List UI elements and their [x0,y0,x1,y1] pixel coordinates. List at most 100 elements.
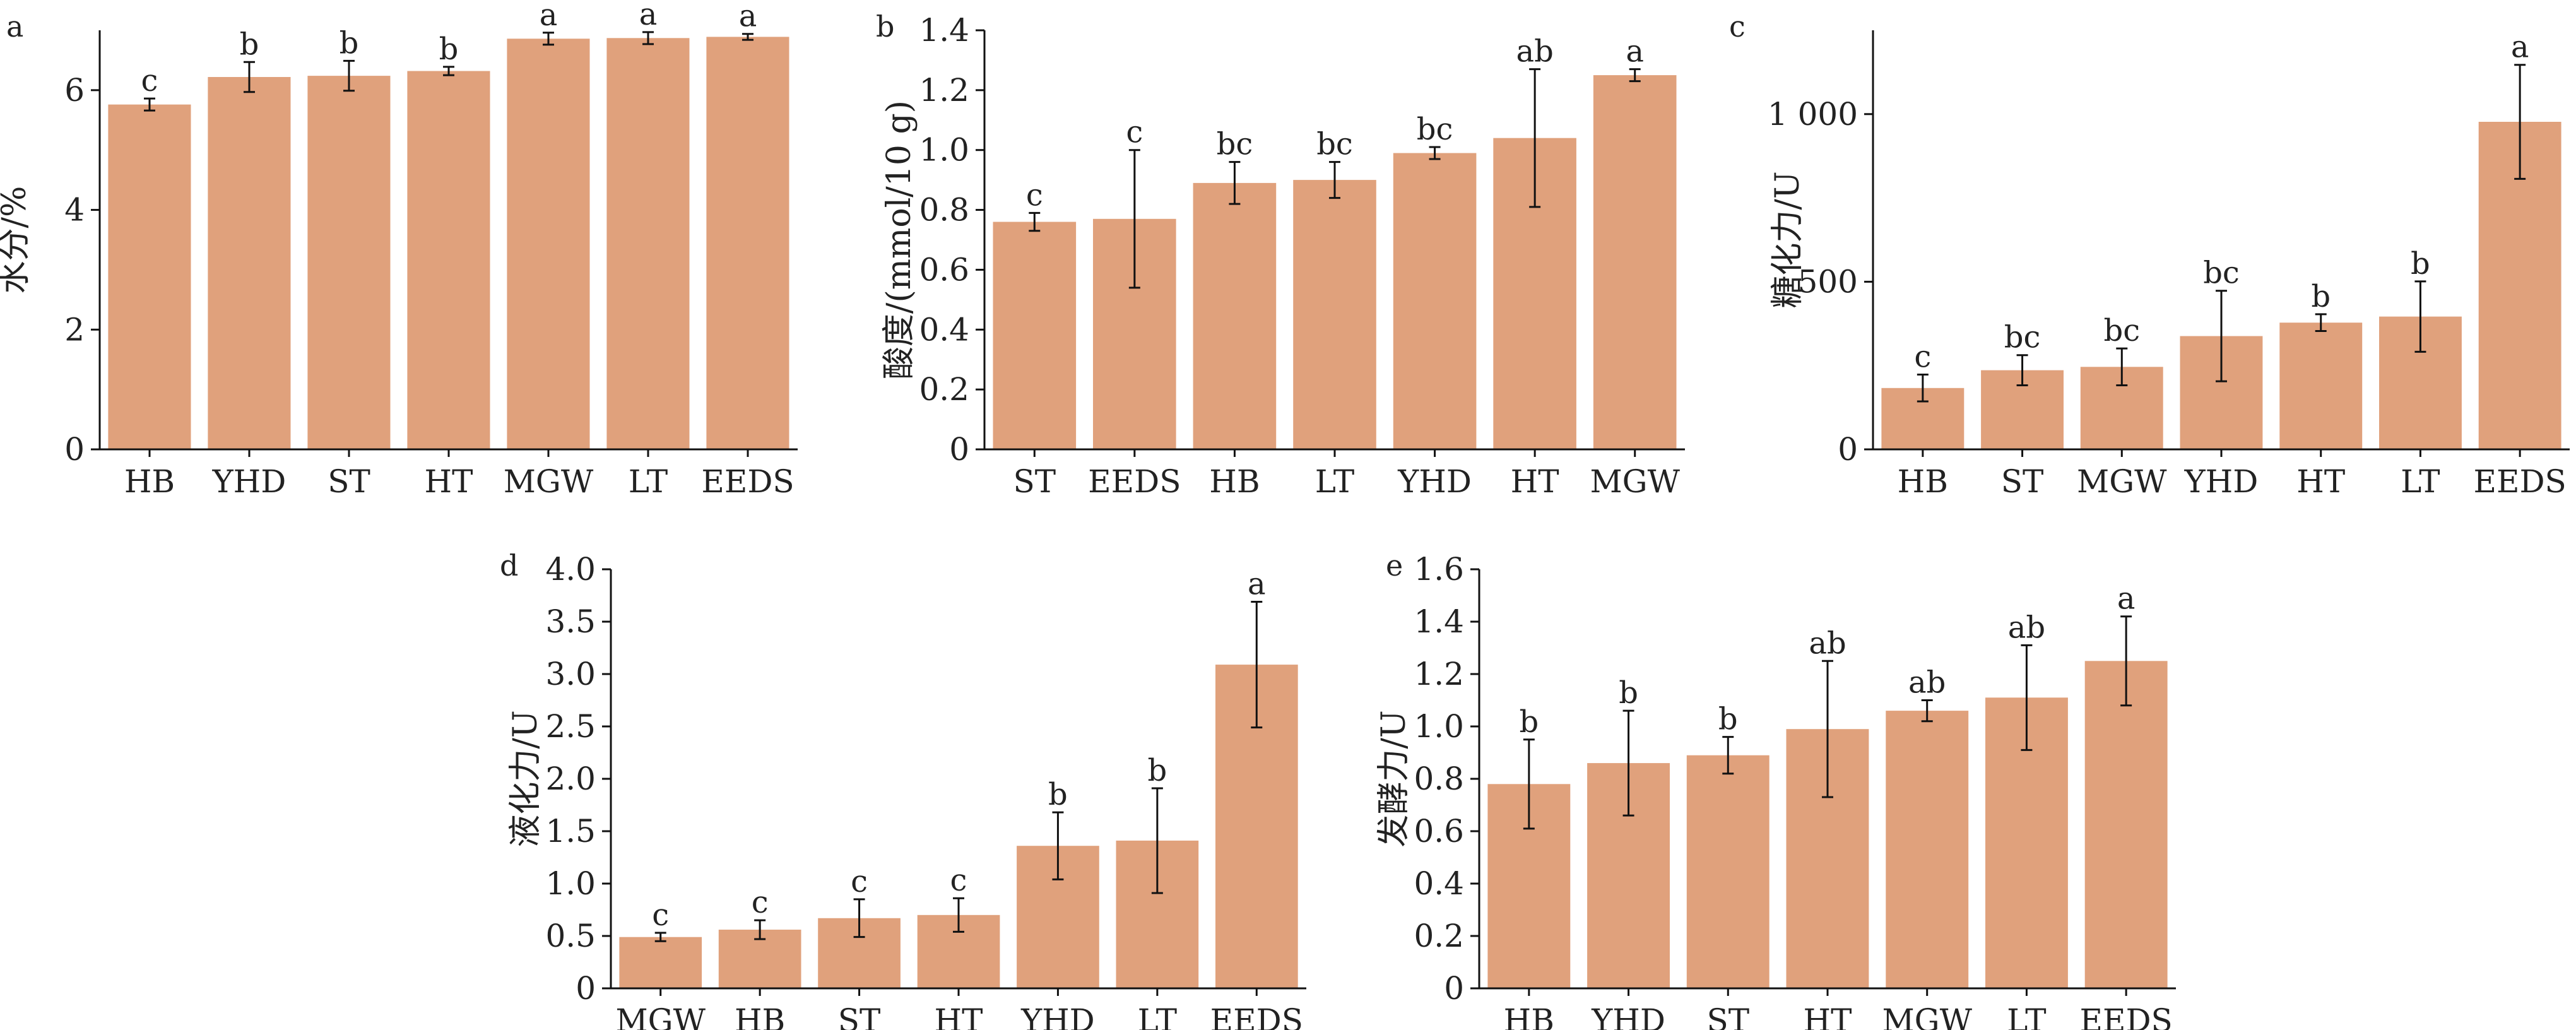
bar-HT [407,71,490,449]
y-tick-label: 1.0 [919,132,969,169]
x-tick-label: HB [1898,463,1948,500]
x-tick-label: MGW [2077,463,2167,500]
x-tick-label: MGW [615,1002,706,1030]
error-bar-LT [1151,787,1163,894]
error-bar-MGW [654,932,666,942]
significance-label: c [1126,115,1143,150]
significance-label: c [851,864,868,899]
error-bar-MGW [2116,347,2128,387]
x-tick-label: MGW [1882,1002,1972,1030]
y-tick-label: 1.6 [1414,551,1464,588]
significance-label: c [1914,340,1931,375]
significance-label: c [1026,177,1043,213]
y-tick-label: 6 [64,72,85,109]
y-tick-label: 1.4 [919,12,969,49]
x-tick-label: HT [1804,1002,1852,1030]
bar-MGW [507,38,590,450]
x-tick-label: HB [735,1002,785,1030]
error-bar-LT [642,31,654,45]
x-tick-label: LT [1138,1002,1177,1030]
error-bar-YHD [1622,709,1634,817]
panel-label: d [500,548,518,583]
significance-label: ab [2008,610,2045,645]
bar-HT [2279,323,2363,449]
y-tick-label: 1 000 [1768,96,1858,133]
y-axis-title: 酸度/(mmol/10 g) [880,100,918,379]
error-bar-EEDS [1251,600,1263,729]
significance-label: a [1626,34,1644,69]
x-tick-label: HB [124,463,175,500]
x-tick-label: HT [935,1002,983,1030]
x-tick-label: ST [2001,463,2044,500]
y-tick-label: 500 [1798,263,1858,300]
bar-LT [1293,180,1376,449]
y-tick-label: 0 [64,431,85,468]
significance-label: a [540,0,558,33]
error-bar-ST [853,898,865,938]
y-axis-title: 发酵力/U [1375,710,1413,847]
significance-label: bc [1316,127,1353,162]
error-bar-EEDS [2120,615,2132,707]
error-bar-HT [2315,313,2327,332]
error-bar-HT [953,897,964,933]
y-tick-label: 1.0 [545,865,596,902]
significance-label: bc [2004,320,2041,355]
significance-label: a [1248,566,1266,601]
bar-ST [307,76,391,450]
y-tick-label: 0.4 [1414,865,1464,902]
x-tick-label: LT [629,463,668,500]
error-bar-MGW [1921,699,1933,723]
significance-label: ab [1516,34,1553,69]
bar-ST [993,222,1077,449]
x-tick-label: HB [1504,1002,1554,1030]
significance-label: b [2411,246,2430,281]
y-tick-label: 0.4 [919,311,969,348]
x-tick-label: YHD [212,463,287,500]
error-bar-YHD [244,61,255,93]
x-tick-label: LT [2401,463,2440,500]
y-tick-label: 1.2 [1414,656,1464,692]
y-tick-label: 3.5 [545,603,596,640]
significance-label: b [439,32,459,67]
significance-label: bc [2103,313,2140,348]
significance-label: b [240,27,259,62]
error-bar-YHD [2216,290,2227,382]
significance-label: ab [1809,625,1846,661]
y-tick-label: 0.8 [919,192,969,228]
panel-label: a [6,9,23,44]
panel-label: c [1729,9,1746,44]
y-tick-label: 0.6 [919,251,969,288]
panel-label: e [1386,548,1403,583]
x-tick-label: YHD [2184,463,2259,500]
x-tick-label: HB [1209,463,1260,500]
y-axis-title: 糖化力/U [1769,171,1807,308]
error-bar-ST [2016,354,2028,387]
significance-label: b [1718,702,1738,737]
x-tick-label: ST [1013,463,1056,500]
y-tick-label: 1.0 [1414,708,1464,745]
y-tick-label: 1.2 [919,72,969,109]
x-tick-label: LT [2007,1002,2046,1030]
significance-label: a [739,0,757,34]
significance-label: b [1519,704,1539,740]
error-bar-YHD [1052,811,1064,880]
error-bar-HB [1523,738,1535,830]
error-bar-HB [144,97,155,112]
significance-label: bc [1217,127,1253,162]
y-tick-label: 1.4 [1414,603,1464,640]
bar-HB [108,104,191,450]
y-axis-title: 水分/% [0,186,33,294]
y-tick-label: 3.0 [545,656,596,692]
significance-label: a [2511,30,2529,65]
x-tick-label: ST [838,1002,881,1030]
bar-EEDS [2084,661,2168,989]
error-bar-EEDS [2514,64,2526,180]
bar-YHD [208,77,291,449]
x-tick-label: ST [328,463,370,500]
bar-MGW [1886,711,1969,988]
error-bar-LT [1329,161,1340,199]
error-bar-HT [1529,68,1541,208]
x-tick-label: YHD [1397,463,1472,500]
y-tick-label: 0.2 [1414,918,1464,954]
bar-EEDS [706,37,789,449]
